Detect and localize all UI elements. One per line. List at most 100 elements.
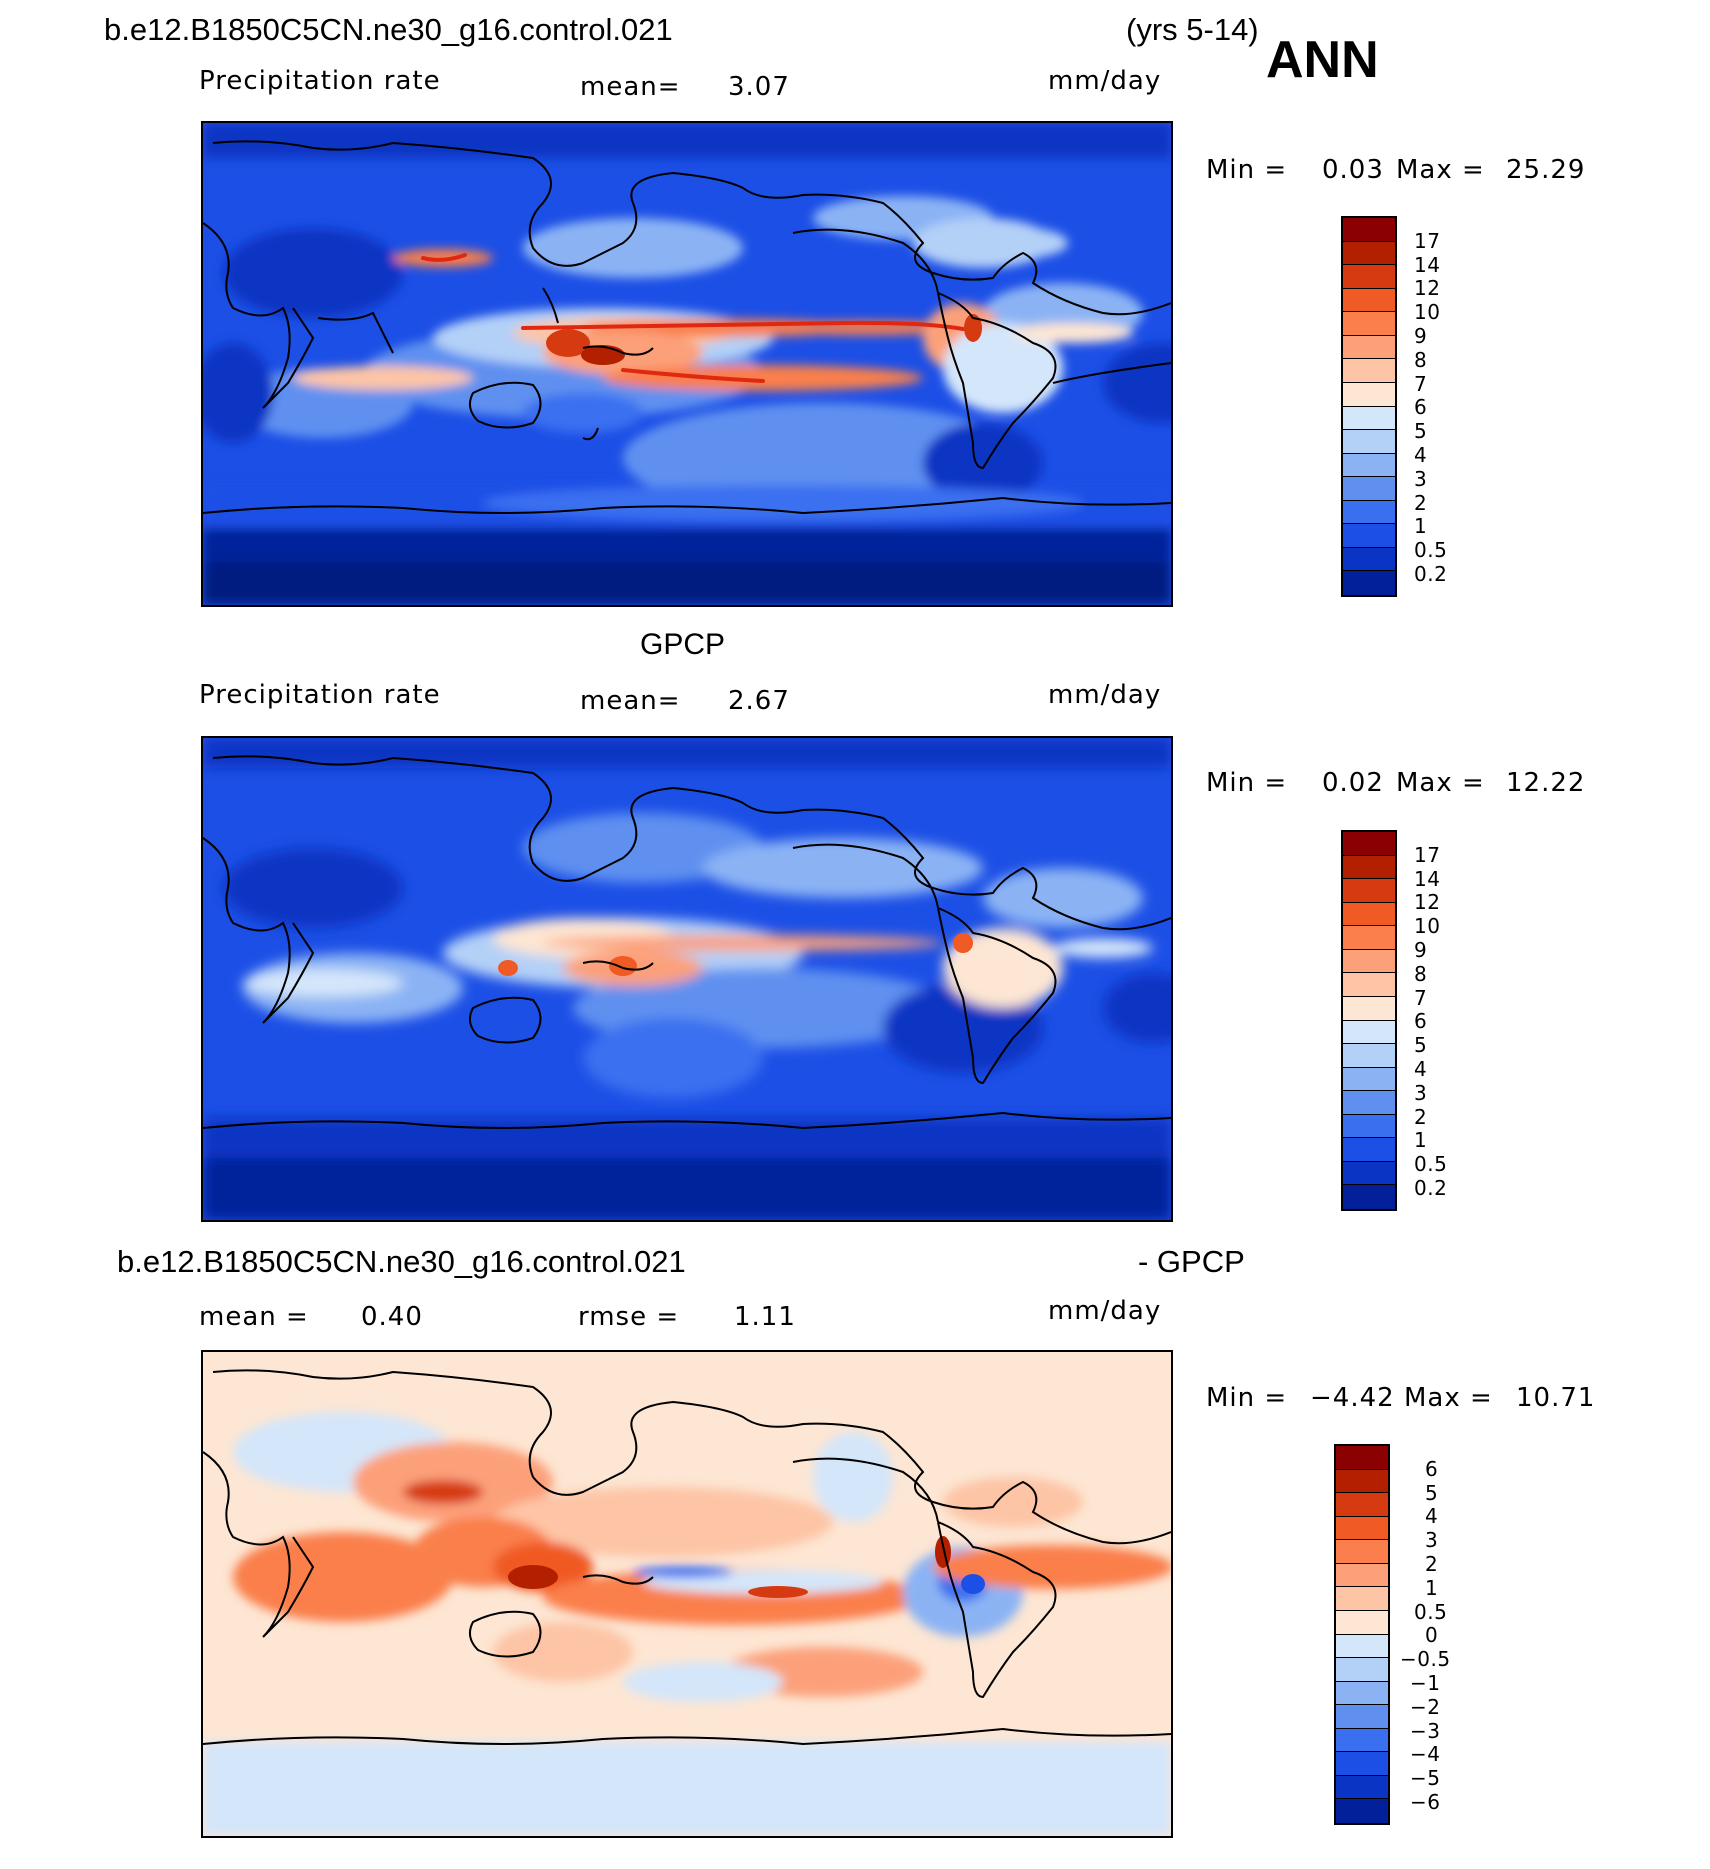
p2-legend-label: 5 [1414,1033,1428,1057]
p2-legend-label: 2 [1414,1105,1428,1129]
colorbar-swatch [1336,1728,1388,1753]
colorbar-swatch [1343,288,1395,313]
p3-title-right: - GPCP [1138,1244,1245,1279]
p2-units: mm/day [1048,680,1162,710]
p3-legend-label: 0 [1425,1623,1439,1647]
p3-legend-label: −3 [1410,1719,1441,1743]
p3-legend-label: −5 [1410,1766,1441,1790]
p3-mean-value: 0.40 [361,1302,423,1332]
colorbar-swatch [1336,1610,1388,1635]
colorbar-swatch [1336,1775,1388,1800]
p1-max-value: 25.29 [1506,155,1586,185]
p2-min-label: Min = [1206,768,1288,798]
colorbar-swatch [1343,1161,1395,1186]
colorbar-swatch [1343,973,1395,997]
colorbar-swatch [1343,547,1395,572]
p3-legend-label: −2 [1410,1695,1441,1719]
p3-mean-label: mean = [199,1302,309,1332]
colorbar-swatch [1343,571,1395,595]
p1-legend-label: 1 [1414,514,1428,538]
p1-min-value: 0.03 [1322,155,1384,185]
p1-legend-label: 7 [1414,372,1428,396]
p2-legend-label: 12 [1414,890,1441,914]
model-precip-map [201,121,1173,607]
p1-legend-label: 8 [1414,348,1428,372]
p1-legend-label: 17 [1414,229,1441,253]
colorbar-swatch [1336,1799,1388,1823]
p3-legend-label: 4 [1425,1504,1439,1528]
p1-legend-label: 9 [1414,324,1428,348]
colorbar-swatch [1336,1658,1388,1682]
colorbar-swatch [1343,1044,1395,1068]
colorbar-swatch [1343,335,1395,360]
colorbar-swatch [1336,1752,1388,1776]
p3-legend-label: 0.5 [1414,1600,1448,1624]
p3-units: mm/day [1048,1296,1162,1326]
p2-mean-value: 2.67 [728,686,790,716]
colorbar-swatch [1343,1091,1395,1115]
colorbar-swatch [1343,406,1395,431]
p2-legend-label: 10 [1414,914,1441,938]
case-title: b.e12.B1850C5CN.ne30_g16.control.021 [104,12,673,47]
p2-variable: Precipitation rate [199,680,441,710]
p2-legend-label: 3 [1414,1081,1428,1105]
p1-legend-label: 14 [1414,253,1441,277]
p1-mean-value: 3.07 [728,72,790,102]
p3-legend-label: −4 [1410,1742,1441,1766]
colorbar-swatch [1343,477,1395,501]
p1-colorbar [1341,216,1397,597]
p1-units: mm/day [1048,66,1162,96]
gpcp-precip-map [201,736,1173,1222]
p1-legend-label: 0.2 [1414,562,1448,586]
colorbar-swatch [1336,1705,1388,1729]
p1-legend-label: 6 [1414,395,1428,419]
colorbar-swatch [1343,1138,1395,1162]
years-label: (yrs 5-14) [1126,12,1259,47]
p1-legend-label: 2 [1414,491,1428,515]
p2-legend-label: 6 [1414,1009,1428,1033]
colorbar-swatch [1336,1563,1388,1588]
colorbar-swatch [1343,855,1395,880]
colorbar-swatch [1343,1185,1395,1209]
p3-min-label: Min = [1206,1383,1288,1413]
p3-legend-label: 5 [1425,1481,1439,1505]
p1-max-label: Max = [1396,155,1485,185]
p3-max-label: Max = [1404,1383,1493,1413]
colorbar-swatch [1336,1681,1388,1706]
p2-mean-label: mean= [580,686,681,716]
colorbar-swatch [1343,312,1395,336]
p2-legend-label: 14 [1414,867,1441,891]
colorbar-swatch [1343,359,1395,383]
p3-min-value: −4.42 [1310,1383,1395,1413]
colorbar-swatch [1343,926,1395,950]
p1-variable: Precipitation rate [199,66,441,96]
p1-legend-label: 5 [1414,419,1428,443]
p3-legend-label: −6 [1410,1790,1441,1814]
p2-title: GPCP [640,628,726,661]
p3-colorbar [1334,1444,1390,1825]
colorbar-swatch [1343,430,1395,454]
p2-legend-label: 17 [1414,843,1441,867]
colorbar-swatch [1343,1114,1395,1139]
p2-legend-label: 8 [1414,962,1428,986]
colorbar-swatch [1343,902,1395,927]
colorbar-swatch [1336,1540,1388,1564]
colorbar-swatch [1336,1469,1388,1494]
colorbar-swatch [1343,453,1395,478]
colorbar-swatch [1343,218,1395,242]
p3-max-value: 10.71 [1516,1383,1596,1413]
season-label: ANN [1266,31,1379,89]
p2-max-value: 12.22 [1506,768,1586,798]
p3-legend-label: −1 [1410,1671,1441,1695]
colorbar-swatch [1343,241,1395,266]
p2-legend-label: 4 [1414,1057,1428,1081]
p1-mean-label: mean= [580,72,681,102]
p1-legend-label: 10 [1414,300,1441,324]
p2-legend-label: 0.2 [1414,1176,1448,1200]
colorbar-swatch [1343,949,1395,974]
colorbar-swatch [1343,1020,1395,1045]
p3-title-left: b.e12.B1850C5CN.ne30_g16.control.021 [117,1244,686,1279]
p2-legend-label: 0.5 [1414,1152,1448,1176]
colorbar-swatch [1343,996,1395,1021]
p2-max-label: Max = [1396,768,1485,798]
